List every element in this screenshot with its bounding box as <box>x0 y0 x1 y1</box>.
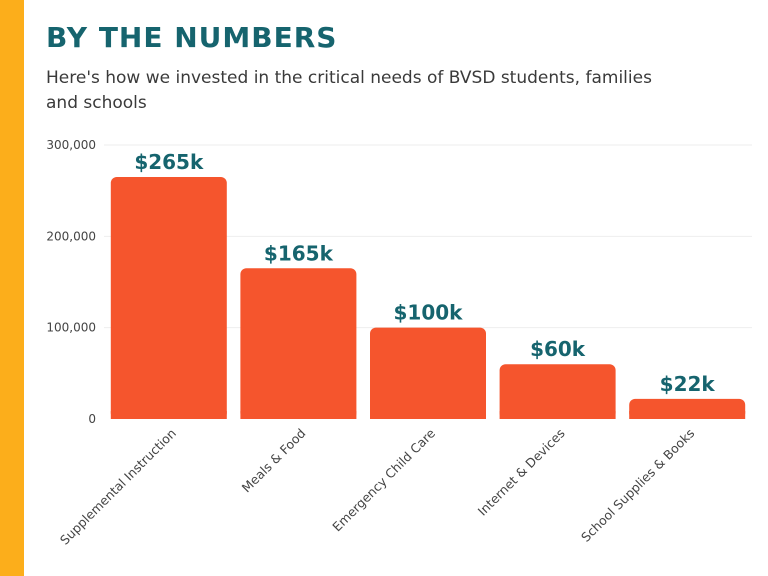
x-category-label: Internet & Devices <box>475 426 568 519</box>
bar-data-label: $22k <box>660 372 716 396</box>
bar-data-label: $100k <box>394 301 464 325</box>
y-tick-label: 200,000 <box>46 229 96 243</box>
bar-base <box>240 411 357 419</box>
bar-data-label: $60k <box>530 337 586 361</box>
y-tick-label: 0 <box>88 412 96 426</box>
x-category-label: Supplemental Instruction <box>57 426 179 548</box>
y-tick-label: 100,000 <box>46 321 96 335</box>
accent-side-bar <box>0 0 24 576</box>
bar <box>110 176 227 419</box>
bar-base <box>370 411 486 419</box>
bar-base <box>629 411 746 419</box>
bar-data-label: $265k <box>134 150 204 174</box>
bar <box>499 364 616 419</box>
y-tick-label: 300,000 <box>46 138 96 152</box>
x-category-label: Meals & Food <box>239 426 309 496</box>
bar-data-label: $165k <box>264 241 334 265</box>
page-subtitle: Here's how we invested in the critical n… <box>46 68 652 113</box>
x-category-label: School Supplies & Books <box>578 426 697 545</box>
page-title: BY THE NUMBERS <box>46 21 338 54</box>
bar <box>370 327 486 419</box>
x-category-label: Emergency Child Care <box>329 425 438 534</box>
bar-base <box>499 411 616 419</box>
bar <box>240 268 357 419</box>
bar-base <box>110 411 227 419</box>
